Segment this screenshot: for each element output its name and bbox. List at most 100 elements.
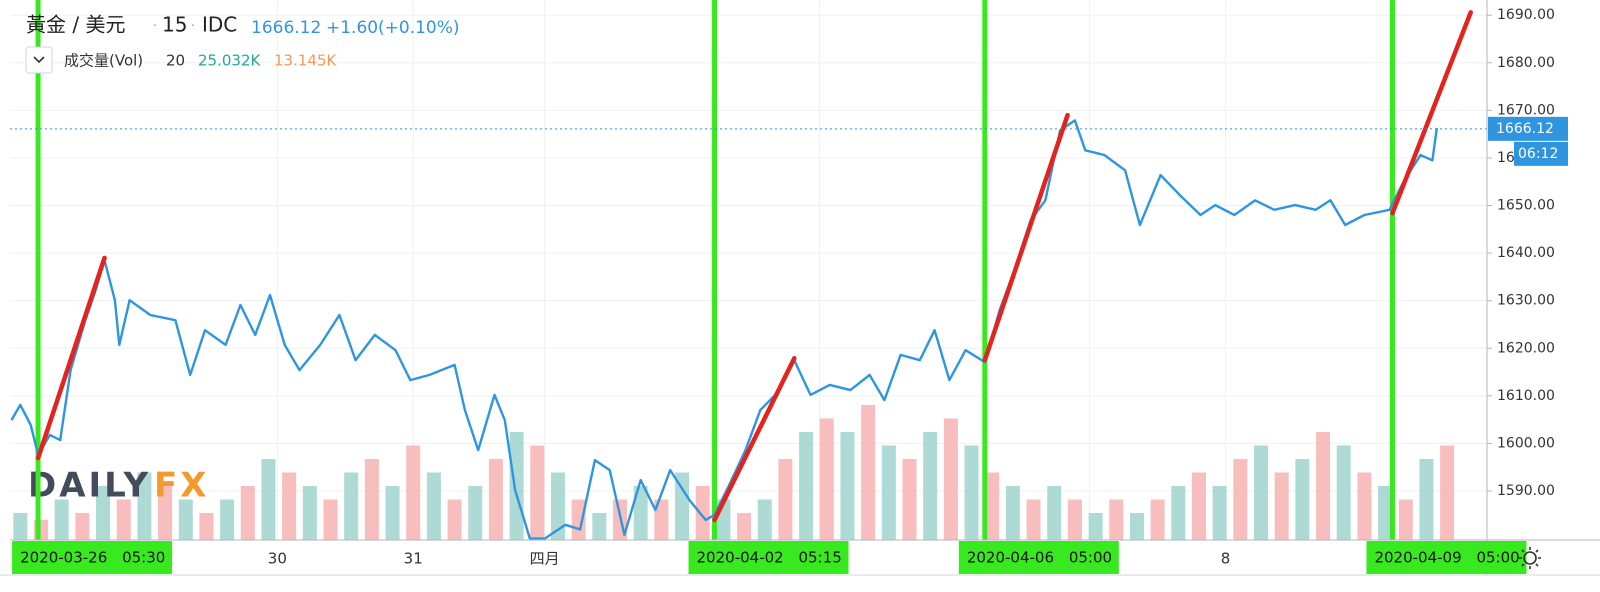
marker-tag [958,541,1119,574]
vol-value: 13.145K [274,52,337,70]
x-tick-label: 四月 [530,550,560,568]
x-tick-label: 31 [404,550,423,568]
y-tick-label: 1610.00 [1497,388,1555,404]
y-tick-label: 1690.00 [1497,7,1555,23]
volume-bar [902,459,917,540]
volume-bar [1419,459,1434,540]
volume-bar [1088,513,1103,540]
volume-bar [220,499,235,540]
volume-bar [1398,499,1413,540]
marker-time: 05:30 [122,549,165,567]
volume-bar [1047,486,1062,540]
x-tick-label: 30 [268,550,287,568]
volume-bar [302,486,317,540]
volume-bar [1150,499,1165,540]
chevron[interactable] [33,56,45,64]
price-tag [1488,116,1568,141]
volume-bar [1005,486,1020,540]
y-tick-label: 1670.00 [1497,102,1555,118]
y-tick-label: 1590.00 [1497,483,1555,499]
x-tick-label: 8 [1221,550,1231,568]
volume-bar [1254,445,1269,540]
settings-button[interactable] [1519,547,1541,569]
marker-tag [12,541,173,574]
countdown-label: 06:12 [1518,146,1558,162]
watermark-text: DAILY [28,466,151,506]
volume-bar [592,513,607,540]
y-tick-label: 1600.00 [1497,435,1555,451]
watermark-text: FX [154,466,209,506]
volume-bar [881,445,896,540]
volume-bar [406,445,421,540]
volume-bar [654,499,669,540]
y-tick-label: 1630.00 [1497,293,1555,309]
volume-bar [985,472,1000,540]
vol-length: 20 [166,52,185,70]
watermark: DAILY FX [28,466,209,506]
volume-bar [633,486,648,540]
dot: · [191,19,195,33]
vol-label: 成交量(Vol) [64,52,143,70]
marker-tag [688,541,849,574]
volume-bar [54,499,69,540]
volume-bar [1440,445,1455,540]
volume-bar [1129,513,1144,540]
volume-bar [178,499,193,540]
volume-bar [1357,472,1372,540]
marker-date: 2020-04-09 [1374,549,1461,567]
volume-bar [778,459,793,540]
legend: 黃金 / 美元 · 15 · IDC 1666.12 +1.60 (+0.10%… [25,13,460,74]
trend-line [712,356,797,523]
volume-bar [757,499,772,540]
volume-bar [385,486,400,540]
volume-bar [1212,486,1227,540]
y-tick-label: 1680.00 [1497,55,1555,71]
volume-bar [1067,499,1082,540]
volume-bar [840,432,855,540]
volume-bar [737,513,752,540]
button-box[interactable] [25,46,53,74]
vol-value: 25.032K [198,52,261,70]
volume-bar [199,513,214,540]
trend-line [35,255,107,461]
volume-bar [1274,472,1289,540]
volume-bar [344,472,359,540]
gear[interactable] [1523,551,1537,565]
volume-bar [137,472,152,540]
volume-bar [116,499,131,540]
volume-bar [943,418,958,540]
last-price: 1666.12 [251,18,321,38]
volume-bar [1295,459,1310,540]
collapse-button[interactable] [25,46,53,74]
volume-bar [1336,445,1351,540]
volume-bar [1171,486,1186,540]
change-pct: (+0.10%) [378,18,460,38]
volume-bar [13,513,28,540]
volume-bar [261,459,276,540]
grid [10,0,1487,540]
volume-bar [240,486,255,540]
volume-bar [509,432,524,540]
dot: · [153,19,157,33]
volume-bar [1109,499,1124,540]
marker-date: 2020-04-02 [697,549,784,567]
change: +1.60 [326,18,378,38]
volume-bar [468,486,483,540]
marker-tag [1366,541,1527,574]
price-tag-label: 1666.12 [1496,121,1554,137]
volume-bar [819,418,834,540]
volume-bar [923,432,938,540]
volume-bar [426,472,441,540]
volume-bar [571,499,586,540]
axes: 1590.00 1600.00 1610.00 1620.00 1630.00 1640.… [12,7,1568,574]
volume-bar [488,459,503,540]
volume-bar [1191,472,1206,540]
volume-bar [695,486,710,540]
volume-bar [861,405,876,540]
marker-date: 2020-03-26 [20,549,107,567]
volume-bar [530,445,545,540]
trend-line [982,112,1070,363]
y-tick-label: 1620.00 [1497,340,1555,356]
gear-teeth[interactable] [1519,547,1541,569]
